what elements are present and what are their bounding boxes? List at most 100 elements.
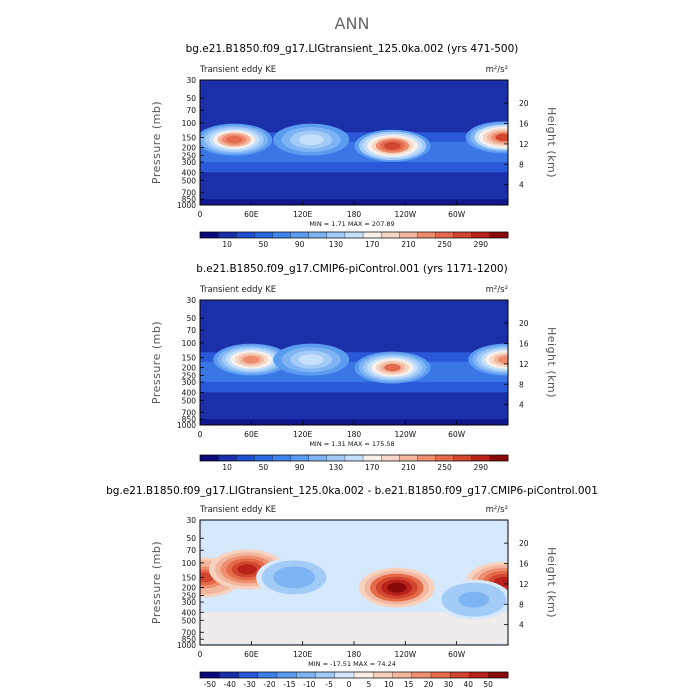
contour-feature <box>302 355 320 364</box>
colorbar-label: 10 <box>222 240 232 249</box>
panel-title: b.e21.B1850.f09_g17.CMIP6-piControl.001 … <box>196 263 507 275</box>
colorbar-swatch <box>199 671 220 679</box>
y-tick-right-label: 4 <box>519 401 524 410</box>
colorbar-swatch <box>417 231 436 239</box>
y-tick-label: 300 <box>182 158 197 167</box>
y-axis-title: Pressure (mb) <box>150 101 163 184</box>
colorbar-swatch <box>453 454 473 462</box>
y-axis-right-title: Height (km) <box>545 547 558 618</box>
y-tick-label: 50 <box>186 94 196 103</box>
y-tick-label: 1000 <box>177 641 196 650</box>
y-tick-label: 70 <box>186 106 196 115</box>
y-tick-label: 1000 <box>177 201 196 210</box>
y-tick-right-label: 12 <box>519 580 529 589</box>
y-tick-right-label: 20 <box>519 539 529 548</box>
panel-units-label: m²/s² <box>486 285 508 295</box>
contour-feature <box>498 355 508 364</box>
x-tick-label: 0 <box>198 650 203 659</box>
colorbar-label: 50 <box>259 463 269 472</box>
colorbar-swatch <box>326 231 346 239</box>
x-tick-label: 60E <box>244 650 259 659</box>
y-tick-label: 250 <box>182 372 197 381</box>
y-axis-right-title: Height (km) <box>545 107 558 178</box>
colorbar-label: 130 <box>329 240 344 249</box>
colorbar-label: 10 <box>384 680 394 689</box>
colorbar-label: -15 <box>283 680 295 689</box>
y-tick-label: 850 <box>182 635 197 644</box>
y-tick-label: 400 <box>182 388 197 397</box>
y-tick-label: 200 <box>182 144 197 153</box>
panel-2: b.e21.B1850.f09_g17.CMIP6-piControl.001 … <box>150 263 558 472</box>
colorbar-label: 90 <box>295 463 305 472</box>
colorbar-swatch <box>344 454 364 462</box>
y-tick-label: 100 <box>182 559 197 568</box>
panel-left-label: Transient eddy KE <box>199 65 276 75</box>
y-tick-label: 30 <box>186 296 196 305</box>
colorbar-label: -50 <box>204 680 216 689</box>
y-tick-label: 400 <box>182 168 197 177</box>
contour-feature <box>225 135 243 144</box>
colorbar-swatch <box>236 231 255 239</box>
colorbar-swatch <box>272 454 292 462</box>
y-tick-label: 250 <box>182 592 197 601</box>
colorbar-label: 170 <box>365 240 380 249</box>
colorbar-swatch <box>488 671 509 679</box>
y-axis-title: Pressure (mb) <box>150 321 163 404</box>
y-tick-label: 30 <box>186 516 196 525</box>
panel-left-label: Transient eddy KE <box>199 505 276 515</box>
x-tick-label: 120W <box>394 430 416 439</box>
colorbar-swatch <box>296 671 316 679</box>
colorbar-swatch <box>362 231 382 239</box>
colorbar-swatch <box>471 231 491 239</box>
suptitle: ANN <box>335 14 370 33</box>
y-tick-label: 700 <box>182 628 197 637</box>
x-tick-label: 0 <box>198 430 203 439</box>
colorbar-swatch <box>417 454 436 462</box>
colorbar-swatch <box>334 671 355 679</box>
y-tick-label: 700 <box>182 408 197 417</box>
colorbar-label: 250 <box>437 463 452 472</box>
y-tick-label: 100 <box>182 119 197 128</box>
colorbar-label: 290 <box>474 463 489 472</box>
y-tick-label: 700 <box>182 188 197 197</box>
contour-feature <box>237 564 257 575</box>
colorbar-swatch <box>471 454 491 462</box>
colorbar-swatch <box>290 231 310 239</box>
y-axis-right-title: Height (km) <box>545 327 558 398</box>
colorbar-label: 210 <box>401 463 416 472</box>
colorbar-label: 20 <box>424 680 434 689</box>
colorbar-swatch <box>450 671 470 679</box>
x-tick-label: 120W <box>394 650 416 659</box>
colorbar-swatch <box>199 231 219 239</box>
x-tick-label: 120E <box>293 650 312 659</box>
colorbar-label: 130 <box>329 463 344 472</box>
colorbar-swatch <box>219 671 239 679</box>
y-tick-label: 150 <box>182 353 197 362</box>
colorbar-swatch <box>236 454 255 462</box>
y-tick-right-label: 8 <box>519 600 524 609</box>
colorbar-label: -5 <box>325 680 333 689</box>
colorbar-swatch <box>217 231 237 239</box>
panel-title: bg.e21.B1850.f09_g17.LIGtransient_125.0k… <box>106 485 598 497</box>
y-tick-label: 500 <box>182 396 197 405</box>
colorbar-swatch <box>308 454 328 462</box>
panel-title: bg.e21.B1850.f09_g17.LIGtransient_125.0k… <box>186 43 519 55</box>
x-tick-label: 60E <box>244 210 259 219</box>
y-tick-right-label: 16 <box>519 560 529 569</box>
y-tick-right-label: 20 <box>519 319 529 328</box>
y-tick-label: 150 <box>182 133 197 142</box>
colorbar-swatch <box>435 231 455 239</box>
y-tick-label: 70 <box>186 326 196 335</box>
x-tick-label: 180 <box>347 650 362 659</box>
colorbar-label: 10 <box>222 463 232 472</box>
x-tick-label: 120E <box>293 210 312 219</box>
colorbar-frame <box>199 231 509 239</box>
y-tick-label: 300 <box>182 378 197 387</box>
y-tick-right-label: 20 <box>519 99 529 108</box>
colorbar-swatch <box>430 671 451 679</box>
colorbar-swatch <box>353 671 374 679</box>
colorbar-swatch <box>399 454 418 462</box>
y-tick-label: 150 <box>182 573 197 582</box>
contour-feature <box>387 582 407 593</box>
colorbar-label: -10 <box>303 680 315 689</box>
